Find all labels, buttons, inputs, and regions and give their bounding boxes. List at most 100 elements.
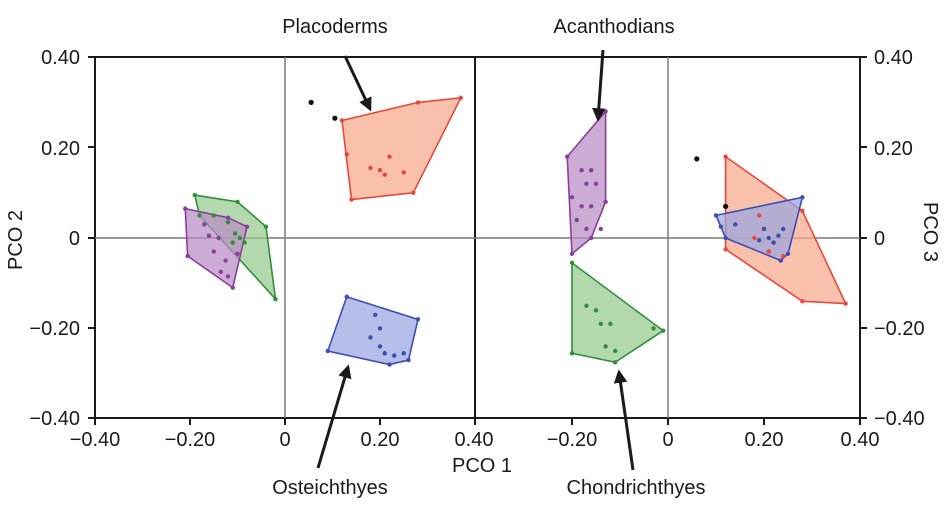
point-osteichthyes: [771, 240, 776, 245]
point-chondrichthyes: [232, 231, 238, 236]
point-placoderms: [382, 172, 387, 177]
point-osteichthyes: [718, 224, 723, 229]
x-tick-label: 0.20: [745, 429, 784, 451]
point-acanthodians: [574, 217, 579, 223]
x-tick-label: −0.20: [547, 429, 598, 451]
point-acanthodians: [603, 109, 608, 114]
y-tick-label-left: −0.20: [29, 318, 80, 340]
point-acanthodians: [579, 168, 584, 173]
point-chondrichthyes: [225, 219, 231, 225]
point-placoderms: [344, 152, 349, 157]
arrow-osteichthyes: [316, 364, 352, 469]
annotation-osteichthyes: Osteichthyes: [272, 477, 388, 499]
point-chondrichthyes: [613, 348, 618, 354]
point-acanthodians: [230, 285, 235, 290]
point-placoderms: [766, 249, 771, 254]
point-placoderms: [401, 170, 406, 175]
point-acanthodians: [579, 204, 584, 209]
point-osteichthyes: [776, 233, 781, 238]
point-placoderms: [800, 208, 805, 214]
point-acanthodians: [183, 206, 188, 211]
point-acanthodians: [244, 224, 250, 229]
point-placoderms: [411, 190, 416, 195]
point-chondrichthyes: [569, 351, 575, 356]
point-placoderms: [723, 247, 728, 252]
y-tick-label-right: 0.20: [874, 138, 913, 160]
annotation-acanthodians: Acanthodians: [553, 16, 674, 38]
point-osteichthyes: [382, 351, 387, 356]
hull-placoderms: [341, 96, 463, 201]
point-placoderms: [843, 301, 848, 306]
point-osteichthyes: [377, 344, 383, 349]
point-acanthodians: [223, 258, 228, 263]
point-chondrichthyes: [242, 240, 247, 245]
point-acanthodians: [589, 235, 594, 241]
hull-osteichthyes: [326, 295, 419, 366]
x-axis-label: PCO 1: [452, 455, 512, 477]
point-osteichthyes: [406, 357, 411, 363]
point-osteichthyes: [766, 235, 771, 241]
point-chondrichthyes: [613, 360, 618, 365]
point-osteichthyes: [713, 213, 719, 218]
point-acanthodians: [589, 168, 594, 173]
point-osteichthyes: [368, 335, 373, 340]
point-placoderms: [349, 197, 354, 202]
x-tick-label: 0: [279, 429, 290, 451]
point-acanthodians: [185, 253, 190, 259]
point-acanthodians: [218, 269, 224, 275]
point-acanthodians: [225, 215, 231, 220]
hull-acanthodians: [184, 207, 248, 290]
point-placoderms: [752, 235, 757, 241]
x-tick-label: −0.20: [165, 429, 216, 451]
point-osteichthyes: [344, 294, 349, 299]
point-placoderms: [377, 168, 383, 173]
point-acanthodians: [565, 154, 570, 159]
y-tick-label-right: 0: [874, 228, 885, 250]
point-osteichthyes: [325, 348, 330, 354]
point-outlier: [308, 99, 314, 105]
point-placoderms: [458, 95, 463, 101]
point-osteichthyes: [778, 258, 783, 263]
point-osteichthyes: [800, 195, 805, 200]
point-outlier: [694, 156, 700, 162]
point-osteichthyes: [401, 351, 406, 356]
point-placoderms: [415, 100, 421, 105]
point-osteichthyes: [733, 222, 738, 227]
point-chondrichthyes: [593, 308, 599, 313]
point-osteichthyes: [781, 226, 786, 232]
point-chondrichthyes: [598, 321, 603, 327]
x-tick-label: 0.40: [455, 429, 494, 451]
point-placoderms: [800, 299, 805, 304]
point-chondrichthyes: [197, 213, 202, 218]
x-tick-label: 0: [662, 429, 673, 451]
point-acanthodians: [584, 226, 589, 232]
point-acanthodians: [225, 274, 231, 279]
point-chondrichthyes: [211, 213, 216, 218]
point-chondrichthyes: [569, 260, 575, 266]
annotation-chondrichthyes: Chondrichthyes: [567, 477, 706, 499]
point-chondrichthyes: [651, 326, 656, 331]
point-osteichthyes: [387, 362, 392, 367]
point-chondrichthyes: [235, 199, 240, 205]
point-chondrichthyes: [608, 321, 613, 327]
point-placoderms: [781, 253, 786, 259]
point-osteichthyes: [373, 312, 378, 318]
point-acanthodians: [603, 199, 608, 205]
point-acanthodians: [584, 181, 589, 186]
point-osteichthyes: [757, 238, 762, 243]
point-chondrichthyes: [237, 235, 243, 241]
tick-marks: [88, 56, 867, 425]
point-acanthodians: [589, 204, 594, 209]
y-tick-label-left: 0.20: [41, 138, 80, 160]
point-acanthodians: [235, 251, 240, 257]
point-chondrichthyes: [584, 303, 589, 308]
point-osteichthyes: [377, 326, 383, 331]
point-placoderms: [757, 213, 762, 218]
arrow-placoderms: [343, 55, 372, 112]
x-tick-label: 0.20: [361, 429, 400, 451]
arrow-acanthodians: [592, 49, 606, 122]
point-acanthodians: [569, 251, 575, 257]
annotation-placoderms: Placoderms: [282, 16, 388, 38]
point-acanthodians: [569, 195, 575, 200]
point-osteichthyes: [785, 251, 791, 257]
